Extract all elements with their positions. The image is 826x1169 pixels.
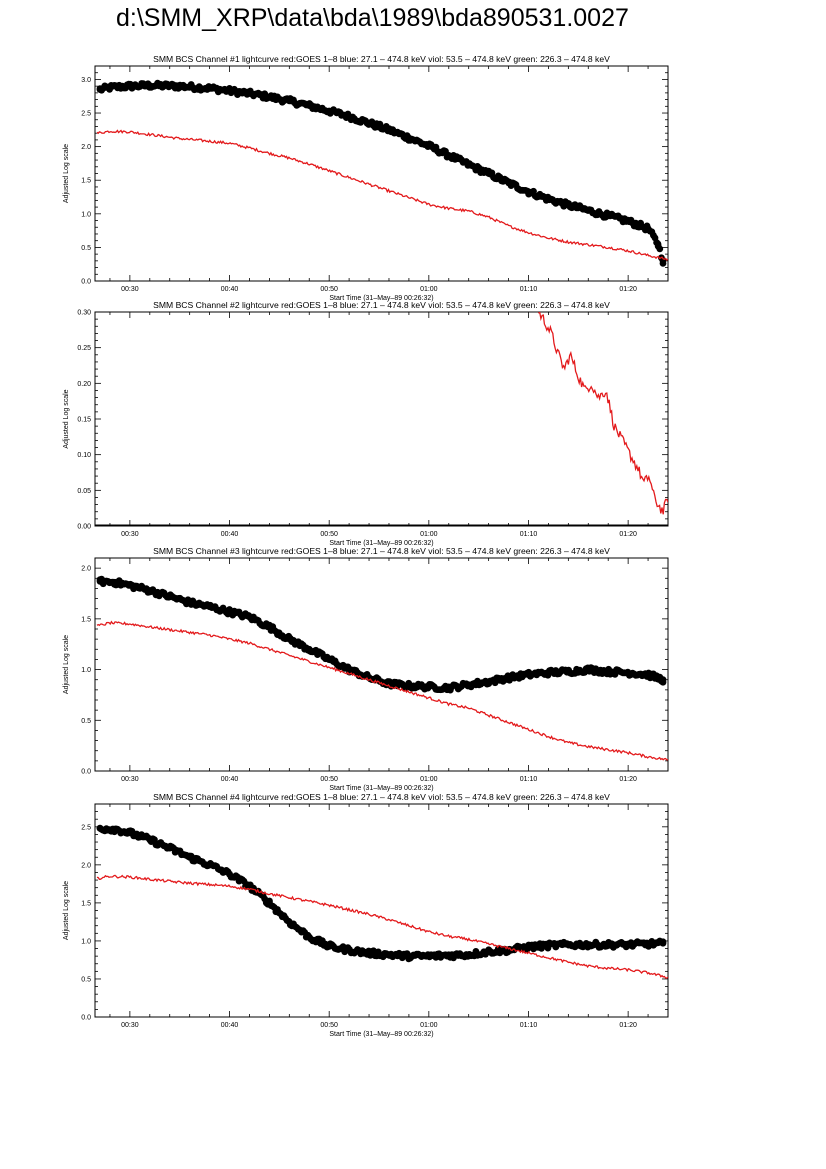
y-axis-label: Adjusted Log scale bbox=[63, 635, 70, 694]
x-tick-label: 00:30 bbox=[121, 286, 139, 293]
data-point bbox=[659, 678, 667, 686]
y-axis-label: Adjusted Log scale bbox=[63, 881, 70, 940]
y-tick-label: 3.0 bbox=[81, 77, 91, 84]
x-tick-label: 01:20 bbox=[619, 1022, 637, 1029]
x-tick-label: 01:10 bbox=[520, 531, 538, 538]
y-tick-label: 2.0 bbox=[81, 144, 91, 151]
x-tick-label: 01:00 bbox=[420, 1022, 438, 1029]
series-2 bbox=[96, 620, 668, 761]
chart-panel-3: SMM BCS Channel #3 lightcurve red:GOES 1… bbox=[63, 546, 669, 792]
x-tick-label: 01:10 bbox=[520, 776, 538, 783]
y-tick-label: 0.05 bbox=[77, 488, 91, 495]
series-1 bbox=[96, 575, 667, 694]
x-tick-label: 00:50 bbox=[320, 776, 338, 783]
data-point bbox=[659, 938, 667, 946]
data-point bbox=[151, 836, 158, 844]
chart-title: SMM BCS Channel #3 lightcurve red:GOES 1… bbox=[153, 546, 610, 556]
x-tick-label: 00:40 bbox=[221, 1022, 239, 1029]
y-tick-label: 1.0 bbox=[81, 211, 91, 218]
y-tick-label: 1.5 bbox=[81, 616, 91, 623]
y-tick-label: 0.00 bbox=[77, 524, 91, 531]
y-axis-label: Adjusted Log scale bbox=[63, 389, 70, 448]
data-point bbox=[656, 245, 664, 253]
y-tick-label: 2.0 bbox=[81, 566, 91, 573]
x-tick-label: 00:40 bbox=[221, 286, 239, 293]
series-line bbox=[96, 620, 668, 761]
x-tick-label: 00:40 bbox=[221, 776, 239, 783]
plot-frame bbox=[94, 65, 669, 282]
x-tick-label: 01:00 bbox=[420, 286, 438, 293]
series-2 bbox=[538, 312, 668, 515]
chart-panel-4: SMM BCS Channel #4 lightcurve red:GOES 1… bbox=[63, 792, 669, 1038]
y-axis-label: Adjusted Log scale bbox=[63, 144, 70, 203]
x-tick-label: 01:10 bbox=[520, 1022, 538, 1029]
plot-data bbox=[96, 79, 668, 267]
x-tick-label: 01:20 bbox=[619, 776, 637, 783]
x-tick-label: 01:00 bbox=[420, 531, 438, 538]
y-tick-label: 0.0 bbox=[81, 1015, 91, 1022]
x-tick-label: 01:00 bbox=[420, 776, 438, 783]
x-tick-label: 00:50 bbox=[320, 1022, 338, 1029]
x-tick-label: 01:10 bbox=[520, 286, 538, 293]
y-tick-label: 1.5 bbox=[81, 900, 91, 907]
plot-data bbox=[96, 575, 668, 761]
y-tick-label: 1.0 bbox=[81, 667, 91, 674]
x-tick-label: 00:30 bbox=[121, 1022, 139, 1029]
x-tick-label: 00:50 bbox=[320, 531, 338, 538]
y-tick-label: 0.10 bbox=[77, 452, 91, 459]
y-tick-label: 2.5 bbox=[81, 824, 91, 831]
x-axis-label: Start Time (31–May–89 00:26:32) bbox=[329, 785, 433, 792]
chart-panel-1: SMM BCS Channel #1 lightcurve red:GOES 1… bbox=[63, 54, 669, 302]
chart-panel-2: SMM BCS Channel #2 lightcurve red:GOES 1… bbox=[63, 300, 669, 547]
series-line bbox=[96, 129, 668, 261]
plot-frame bbox=[94, 803, 669, 1018]
series-1 bbox=[96, 79, 667, 267]
chart-title: SMM BCS Channel #4 lightcurve red:GOES 1… bbox=[153, 792, 610, 802]
x-axis-label: Start Time (31–May–89 00:26:32) bbox=[329, 1031, 433, 1038]
x-tick-label: 01:20 bbox=[619, 531, 637, 538]
y-tick-label: 1.5 bbox=[81, 178, 91, 185]
y-tick-label: 0.5 bbox=[81, 718, 91, 725]
y-tick-label: 2.5 bbox=[81, 111, 91, 118]
series-2 bbox=[96, 129, 668, 261]
y-tick-label: 0.25 bbox=[77, 345, 91, 352]
page-title: d:\SMM_XRP\data\bda\1989\bda890531.0027 bbox=[116, 4, 629, 32]
y-tick-label: 0.0 bbox=[81, 769, 91, 776]
y-tick-label: 0.30 bbox=[77, 310, 91, 317]
series-2 bbox=[96, 874, 668, 979]
y-tick-label: 0.5 bbox=[81, 245, 91, 252]
plot-frame bbox=[94, 557, 669, 772]
plot-frame bbox=[94, 311, 669, 527]
plot-data bbox=[95, 312, 668, 526]
x-tick-label: 00:30 bbox=[121, 531, 139, 538]
y-tick-label: 2.0 bbox=[81, 862, 91, 869]
plot-data bbox=[96, 824, 668, 979]
x-tick-label: 00:30 bbox=[121, 776, 139, 783]
x-tick-label: 01:20 bbox=[619, 286, 637, 293]
x-axis-label: Start Time (31–May–89 00:26:32) bbox=[329, 540, 433, 547]
x-tick-label: 00:50 bbox=[320, 286, 338, 293]
y-tick-label: 0.0 bbox=[81, 279, 91, 286]
series-line bbox=[96, 874, 668, 979]
data-point bbox=[659, 260, 667, 267]
chart-title: SMM BCS Channel #1 lightcurve red:GOES 1… bbox=[153, 54, 610, 64]
series-line bbox=[538, 312, 668, 515]
y-tick-label: 1.0 bbox=[81, 938, 91, 945]
y-tick-label: 0.20 bbox=[77, 381, 91, 388]
series-1 bbox=[96, 824, 667, 963]
x-axis-label: Start Time (31–May–89 00:26:32) bbox=[329, 295, 433, 302]
y-tick-label: 0.5 bbox=[81, 976, 91, 983]
chart-title: SMM BCS Channel #2 lightcurve red:GOES 1… bbox=[153, 300, 610, 310]
y-tick-label: 0.15 bbox=[77, 417, 91, 424]
x-tick-label: 00:40 bbox=[221, 531, 239, 538]
